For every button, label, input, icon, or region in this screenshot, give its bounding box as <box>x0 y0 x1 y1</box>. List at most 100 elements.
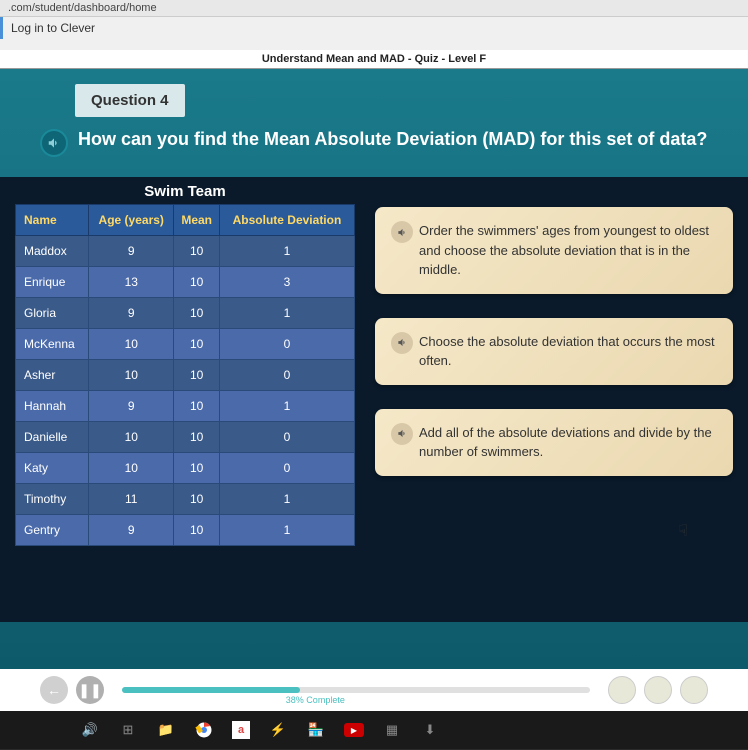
table-cell: 13 <box>89 267 174 298</box>
col-mean: Mean <box>174 205 220 236</box>
table-cell: 10 <box>174 329 220 360</box>
table-cell: 1 <box>219 484 354 515</box>
table-row: Enrique13103 <box>16 267 355 298</box>
table-cell: 10 <box>89 329 174 360</box>
taskbar-lightning-icon[interactable]: ⚡ <box>268 720 288 740</box>
taskbar-explorer-icon[interactable]: 📁 <box>156 720 176 740</box>
table-cell: 9 <box>89 515 174 546</box>
table-section: Swim Team Name Age (years) Mean Absolute… <box>15 177 355 622</box>
taskbar-speaker-icon[interactable]: 🔊 <box>80 720 100 740</box>
col-age: Age (years) <box>89 205 174 236</box>
table-row: Danielle10100 <box>16 422 355 453</box>
table-row: Gentry9101 <box>16 515 355 546</box>
taskbar-task-view-icon[interactable]: ⊞ <box>118 720 138 740</box>
table-cell: 10 <box>89 360 174 391</box>
table-cell: Katy <box>16 453 89 484</box>
answer-text: Choose the absolute deviation that occur… <box>419 332 717 371</box>
table-row: Maddox9101 <box>16 236 355 267</box>
taskbar-youtube-icon[interactable]: ▶ <box>344 723 364 737</box>
browser-chrome: .com/student/dashboard/home Log in to Cl… <box>0 0 748 50</box>
windows-taskbar: 🔊 ⊞ 📁 a ⚡ 🏪 ▶ ▦ ⬇ <box>0 711 748 749</box>
answers-section: Order the swimmers' ages from youngest t… <box>375 177 733 622</box>
table-cell: 9 <box>89 236 174 267</box>
table-row: Gloria9101 <box>16 298 355 329</box>
audio-icon[interactable] <box>391 221 413 243</box>
app-header-title: Understand Mean and MAD - Quiz - Level F <box>0 50 748 69</box>
table-cell: 9 <box>89 391 174 422</box>
table-cell: 10 <box>174 360 220 391</box>
table-row: Asher10100 <box>16 360 355 391</box>
swim-team-table: Name Age (years) Mean Absolute Deviation… <box>15 204 355 546</box>
taskbar-chrome-icon[interactable] <box>194 720 214 740</box>
question-text-row: How can you find the Mean Absolute Devia… <box>25 129 723 157</box>
table-cell: Hannah <box>16 391 89 422</box>
cursor-icon: ☟ <box>678 521 688 541</box>
taskbar-store-icon[interactable]: 🏪 <box>306 720 326 740</box>
answer-text: Order the swimmers' ages from youngest t… <box>419 221 717 280</box>
table-cell: Maddox <box>16 236 89 267</box>
quiz-content: Question 4 How can you find the Mean Abs… <box>0 69 748 669</box>
table-header-row: Name Age (years) Mean Absolute Deviation <box>16 205 355 236</box>
table-cell: 10 <box>174 267 220 298</box>
audio-icon[interactable] <box>40 129 68 157</box>
table-cell: 10 <box>89 422 174 453</box>
audio-icon[interactable] <box>391 332 413 354</box>
table-cell: McKenna <box>16 329 89 360</box>
table-cell: 10 <box>174 236 220 267</box>
taskbar-app-icon-2[interactable]: ⬇ <box>420 720 440 740</box>
table-cell: Gentry <box>16 515 89 546</box>
table-cell: 10 <box>174 298 220 329</box>
table-title: Swim Team <box>15 177 355 204</box>
answer-option-1[interactable]: Order the swimmers' ages from youngest t… <box>375 207 733 294</box>
table-cell: Enrique <box>16 267 89 298</box>
audio-icon[interactable] <box>391 423 413 445</box>
table-cell: 10 <box>174 391 220 422</box>
table-cell: 0 <box>219 453 354 484</box>
table-cell: 1 <box>219 391 354 422</box>
table-cell: 9 <box>89 298 174 329</box>
table-cell: 0 <box>219 422 354 453</box>
table-cell: 10 <box>174 515 220 546</box>
progress-label: 38% Complete <box>286 695 345 705</box>
table-row: Katy10100 <box>16 453 355 484</box>
url-bar[interactable]: .com/student/dashboard/home <box>0 0 748 17</box>
question-header: Question 4 How can you find the Mean Abs… <box>0 69 748 177</box>
col-name: Name <box>16 205 89 236</box>
table-cell: Danielle <box>16 422 89 453</box>
main-content: Swim Team Name Age (years) Mean Absolute… <box>0 177 748 622</box>
table-cell: 10 <box>174 484 220 515</box>
table-cell: 10 <box>174 453 220 484</box>
taskbar-app-a-icon[interactable]: a <box>232 721 250 739</box>
table-cell: 11 <box>89 484 174 515</box>
question-number-label: Question 4 <box>75 84 185 117</box>
table-row: McKenna10100 <box>16 329 355 360</box>
table-cell: 1 <box>219 515 354 546</box>
table-cell: 3 <box>219 267 354 298</box>
table-cell: 0 <box>219 360 354 391</box>
back-button[interactable]: ← <box>40 676 68 704</box>
tool-button-2[interactable] <box>644 676 672 704</box>
col-abs-dev: Absolute Deviation <box>219 205 354 236</box>
browser-tab[interactable]: Log in to Clever <box>0 17 748 39</box>
table-cell: 1 <box>219 298 354 329</box>
table-cell: 10 <box>174 422 220 453</box>
answer-option-2[interactable]: Choose the absolute deviation that occur… <box>375 318 733 385</box>
table-cell: Gloria <box>16 298 89 329</box>
tool-button-1[interactable] <box>608 676 636 704</box>
answer-text: Add all of the absolute deviations and d… <box>419 423 717 462</box>
pause-button[interactable]: ❚❚ <box>76 676 104 704</box>
table-cell: 0 <box>219 329 354 360</box>
table-cell: Asher <box>16 360 89 391</box>
tool-button-3[interactable] <box>680 676 708 704</box>
table-cell: 1 <box>219 236 354 267</box>
table-cell: Timothy <box>16 484 89 515</box>
progress-bar-area: ← ❚❚ 38% Complete <box>0 669 748 711</box>
answer-option-3[interactable]: Add all of the absolute deviations and d… <box>375 409 733 476</box>
table-row: Timothy11101 <box>16 484 355 515</box>
progress-track: 38% Complete <box>122 687 590 693</box>
taskbar-app-icon[interactable]: ▦ <box>382 720 402 740</box>
table-row: Hannah9101 <box>16 391 355 422</box>
table-cell: 10 <box>89 453 174 484</box>
question-text: How can you find the Mean Absolute Devia… <box>78 129 707 150</box>
progress-fill <box>122 687 300 693</box>
